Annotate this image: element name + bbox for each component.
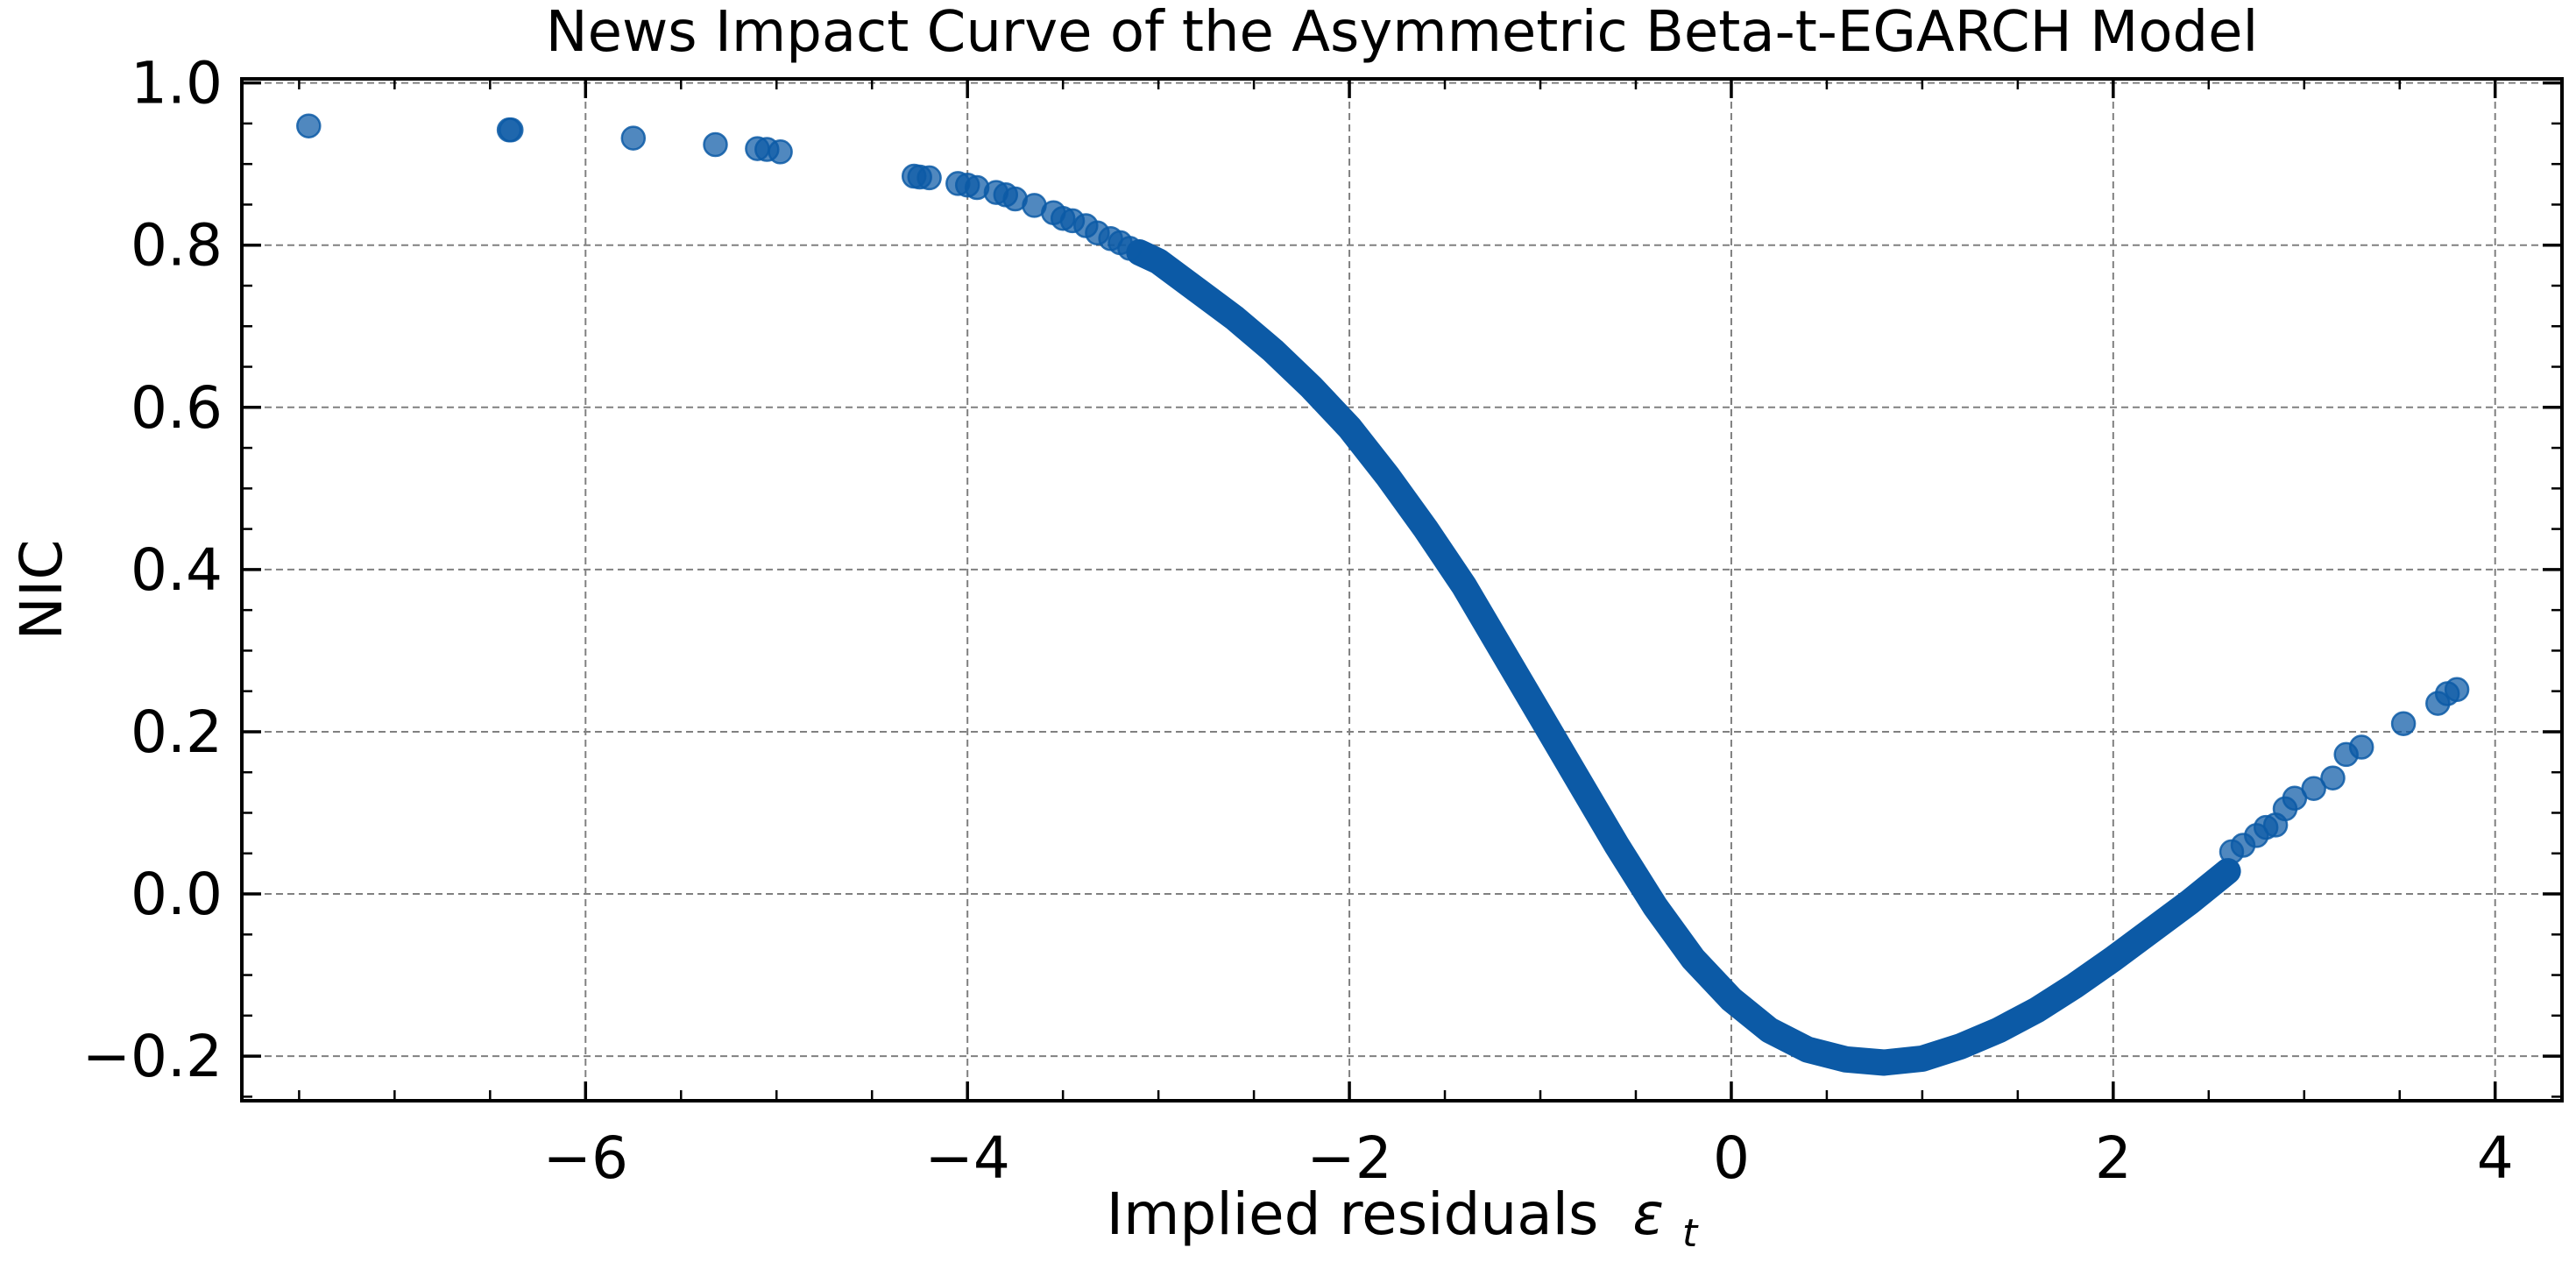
x-axis-label-subscript: t (1682, 1211, 1699, 1256)
data-point (2301, 776, 2326, 801)
y-tick-label: 0.0 (131, 861, 223, 928)
chart-title: News Impact Curve of the Asymmetric Beta… (546, 0, 2259, 65)
data-point (499, 117, 524, 143)
x-axis-label-symbol: ε (1632, 1180, 1664, 1248)
nic-curve (1126, 239, 2241, 1076)
y-tick-label: 1.0 (131, 50, 223, 117)
data-point (1117, 236, 1143, 261)
scatter-points (296, 113, 2470, 865)
x-tick-label: 4 (2477, 1124, 2514, 1192)
x-axis-label: Implied residuals ε t (1107, 1180, 1699, 1256)
x-tick-label: −4 (925, 1124, 1010, 1192)
data-point (2390, 711, 2417, 736)
x-tick-label: −6 (543, 1124, 628, 1192)
y-axis-label: NIC (8, 540, 75, 641)
data-point (768, 139, 793, 165)
tick-labels: −6 −4 −2 0 2 4 −0.2 0.0 0.2 0.4 0.6 0.8 1.0 (82, 50, 2514, 1192)
x-tick-label: 2 (2095, 1124, 2132, 1192)
x-tick-label: −2 (1306, 1124, 1391, 1192)
y-tick-label: −0.2 (82, 1023, 223, 1090)
data-point (2444, 677, 2470, 703)
y-tick-label: 0.6 (131, 374, 223, 442)
axis-ticks (242, 79, 2562, 1101)
y-tick-label: 0.2 (131, 698, 223, 766)
y-tick-label: 0.4 (131, 536, 223, 604)
data-point (620, 125, 647, 151)
data-point (296, 113, 322, 138)
x-tick-label: 0 (1713, 1124, 1750, 1192)
plot-frame (240, 77, 2564, 1102)
dense-curve (1126, 239, 2241, 1076)
data-point (2320, 765, 2346, 791)
data-point (2348, 734, 2374, 760)
data-point (916, 165, 942, 191)
data-point (703, 131, 728, 158)
x-axis-label-text: Implied residuals (1107, 1180, 1599, 1248)
y-tick-label: 0.8 (131, 212, 223, 280)
